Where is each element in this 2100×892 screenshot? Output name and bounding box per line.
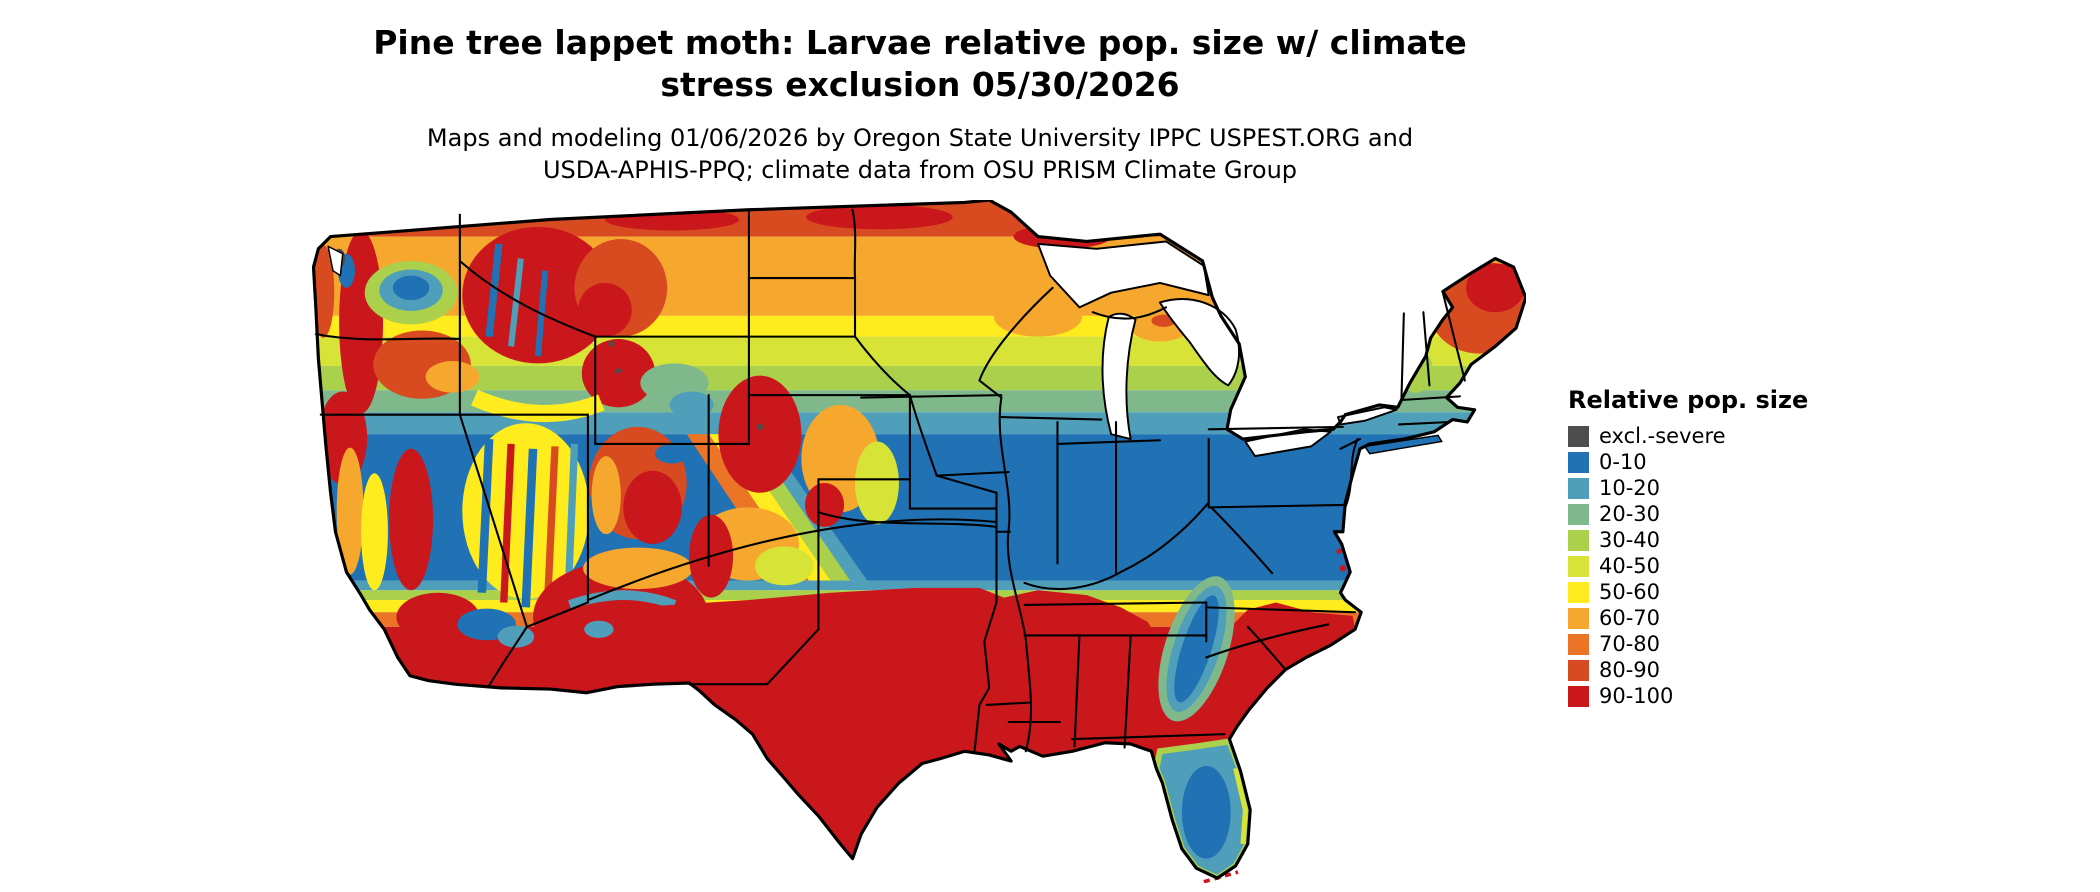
legend-item: 40-50 — [1568, 553, 1868, 579]
terrain-mogollon — [568, 590, 677, 610]
state-borders — [314, 208, 1466, 753]
legend: Relative pop. size excl.-severe 0-10 10-… — [1568, 386, 1868, 709]
legend-label: 50-60 — [1599, 579, 1661, 604]
terrain-patch-central-valley — [361, 473, 388, 591]
puget-sound — [327, 245, 344, 277]
appalachian-finger — [1158, 576, 1235, 722]
lake-erie — [1244, 428, 1332, 458]
band-ltgreen — [313, 365, 1526, 391]
legend-swatch — [1568, 451, 1589, 473]
terrain-patch — [805, 482, 845, 527]
legend-item: 60-70 — [1568, 605, 1868, 631]
excluded-speck — [756, 423, 764, 431]
terrain-patch — [1300, 385, 1374, 410]
page-title: Pine tree lappet moth: Larvae relative p… — [320, 22, 1520, 106]
legend-label: 10-20 — [1599, 475, 1661, 500]
legend-item: 10-20 — [1568, 475, 1868, 501]
legend-item: 90-100 — [1568, 683, 1868, 709]
legend-item: 80-90 — [1568, 657, 1868, 683]
terrain-patch — [396, 592, 480, 642]
terrain-basin-stripe — [544, 446, 559, 601]
terrain-basin-stripe — [477, 438, 494, 593]
legend-swatch — [1568, 529, 1589, 551]
lake-superior — [1036, 240, 1210, 309]
title-line-1: Pine tree lappet moth: Larvae relative p… — [373, 23, 1467, 62]
legend-swatch — [1568, 477, 1589, 499]
terrain-patch — [755, 546, 814, 586]
national-outline — [311, 198, 1528, 880]
terrain-patch — [336, 447, 364, 575]
legend-swatch — [1568, 685, 1589, 707]
legend-swatch — [1568, 633, 1589, 655]
map-fill-layers — [313, 200, 1526, 879]
coastal-speck — [1336, 548, 1342, 554]
title-line-2: stress exclusion 05/30/2026 — [660, 65, 1180, 105]
terrain-patch — [591, 456, 621, 535]
terrain-patch — [584, 620, 614, 638]
lake-michigan — [1101, 312, 1137, 441]
us-map — [306, 198, 1528, 884]
legend-label: 80-90 — [1599, 657, 1661, 682]
terrain-patch — [806, 204, 953, 230]
florida-core-blue — [1181, 765, 1231, 859]
legend-swatch — [1568, 607, 1589, 629]
terrain-patch — [1306, 365, 1399, 401]
legend-label: excl.-severe — [1599, 423, 1726, 448]
legend-label: 60-70 — [1599, 605, 1661, 630]
terrain-patch — [669, 391, 714, 419]
legend-swatch — [1568, 581, 1589, 603]
terrain-patch — [583, 547, 693, 590]
great-lakes — [327, 240, 1398, 458]
legend-item: 20-30 — [1568, 501, 1868, 527]
terrain-basin-stripe — [500, 443, 515, 603]
legend-label: 40-50 — [1599, 553, 1661, 578]
us-map-svg — [311, 198, 1528, 884]
terrain-patch — [1466, 263, 1525, 313]
terrain-valley — [485, 243, 503, 337]
legend-swatch — [1568, 555, 1589, 577]
terrain-snake-plain — [471, 389, 605, 423]
lake-huron — [1158, 298, 1240, 387]
legend-item: 0-10 — [1568, 449, 1868, 475]
subtitle-line-1: Maps and modeling 01/06/2026 by Oregon S… — [426, 124, 1414, 152]
legend-label: 90-100 — [1599, 683, 1674, 708]
terrain-valley — [508, 258, 524, 347]
terrain-patch — [654, 443, 690, 464]
legend-swatch — [1568, 425, 1589, 447]
terrain-patch-adirondacks — [1357, 339, 1421, 383]
legend-swatch — [1568, 503, 1589, 525]
excluded-speck — [615, 368, 622, 374]
terrain-patch — [1378, 346, 1406, 364]
legend-item: excl.-severe — [1568, 423, 1868, 449]
florida-keys — [1203, 870, 1239, 884]
terrain-basin-stripe — [564, 443, 579, 591]
terrain-patch — [392, 275, 430, 301]
coastal-speck — [1339, 565, 1347, 572]
terrain-patch — [425, 360, 480, 393]
page-subtitle: Maps and modeling 01/06/2026 by Oregon S… — [320, 122, 1520, 187]
terrain-patch — [855, 441, 899, 525]
legend-label: 30-40 — [1599, 527, 1661, 552]
long-island — [1363, 434, 1443, 455]
terrain-patch-sierra — [389, 448, 434, 591]
florida-east-edge — [1233, 767, 1248, 845]
terrain-patch-co-rockies — [718, 375, 802, 493]
legend-item: 70-80 — [1568, 631, 1868, 657]
terrain-patch — [578, 282, 632, 337]
excluded-speck — [608, 341, 614, 347]
terrain-basin-stripe — [521, 448, 538, 608]
subtitle-line-2: USDA-APHIS-PPQ; climate data from OSU PR… — [542, 156, 1298, 185]
terrain-patch — [994, 297, 1082, 337]
legend-label: 20-30 — [1599, 501, 1661, 526]
legend-label: 70-80 — [1599, 631, 1661, 656]
legend-item: 50-60 — [1568, 579, 1868, 605]
band-south-teal — [313, 580, 1526, 591]
south-red-region — [409, 587, 1356, 859]
legend-item: 30-40 — [1568, 527, 1868, 553]
terrain-patch — [623, 470, 682, 544]
legend-label: 0-10 — [1599, 449, 1647, 474]
legend-swatch — [1568, 659, 1589, 681]
legend-title: Relative pop. size — [1568, 386, 1809, 414]
